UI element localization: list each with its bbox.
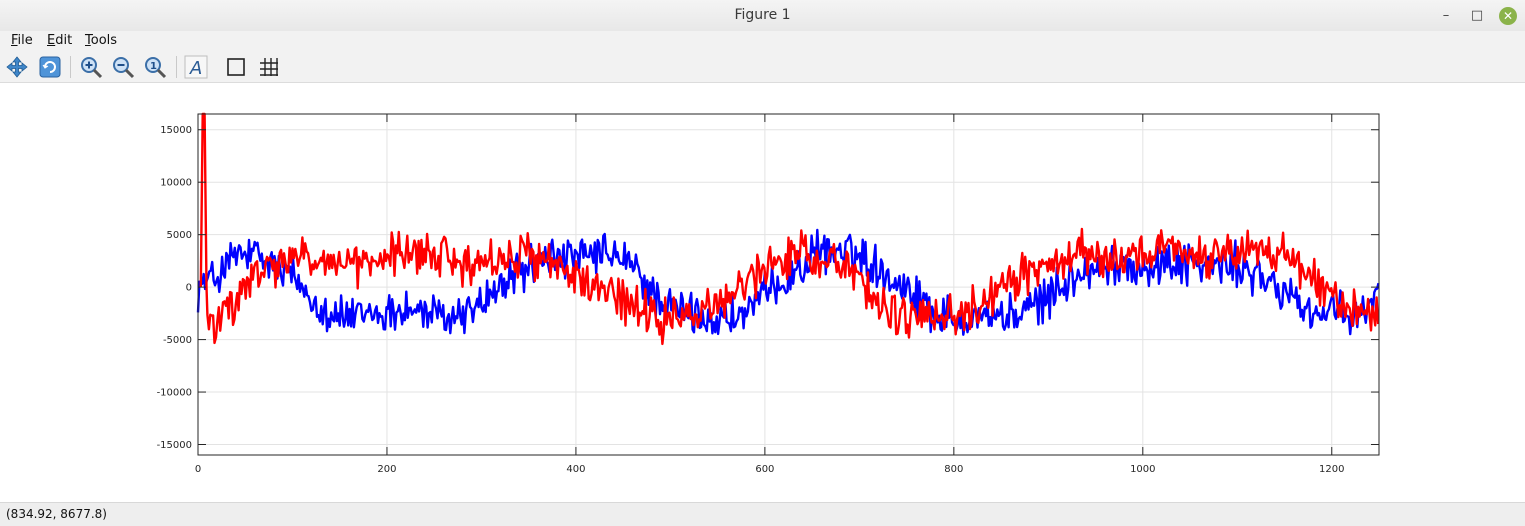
- menu-bar: File Edit Tools: [0, 31, 1525, 51]
- window-title: Figure 1: [734, 7, 791, 23]
- line-chart[interactable]: 0 200 400 600 800 1000 1200 -15000 -10000 -5000 0 5…: [0, 83, 1525, 502]
- toolbar: 1 A: [0, 51, 1525, 83]
- y-tick-label: 0: [186, 283, 192, 294]
- window-titlebar: Figure 1 – □ ✕: [0, 0, 1525, 32]
- y-tick-label: -10000: [157, 388, 192, 399]
- chart-series: [196, 112, 1380, 346]
- toolbar-separator: [70, 56, 71, 78]
- x-tick-label: 1000: [1130, 464, 1155, 475]
- x-tick-label: 200: [377, 464, 396, 475]
- x-tick-label: 1200: [1319, 464, 1344, 475]
- menu-file[interactable]: File: [11, 33, 33, 48]
- maximize-button[interactable]: □: [1470, 8, 1484, 23]
- series-line-2: [199, 112, 1380, 346]
- x-tick-label: 800: [944, 464, 963, 475]
- pan-icon[interactable]: [4, 54, 30, 80]
- cursor-coordinates: (834.92, 8677.8): [6, 507, 107, 521]
- y-tick-label: 5000: [167, 230, 192, 241]
- x-tick-label: 400: [566, 464, 585, 475]
- chart-ticks: 0 200 400 600 800 1000 1200 -15000 -10000 -5000 0 5…: [157, 114, 1379, 475]
- y-tick-label: 15000: [160, 125, 192, 136]
- plot-frame: [197, 113, 1380, 456]
- toolbar-separator: [176, 56, 177, 78]
- text-icon[interactable]: A: [183, 54, 209, 80]
- menu-tools[interactable]: Tools: [85, 33, 118, 48]
- x-tick-label: 600: [755, 464, 774, 475]
- minimize-button[interactable]: –: [1442, 8, 1450, 23]
- box-icon[interactable]: [223, 54, 249, 80]
- svg-text:A: A: [189, 58, 202, 79]
- svg-text:1: 1: [150, 61, 157, 72]
- zoom-in-icon[interactable]: [78, 54, 104, 80]
- rotate-icon[interactable]: [37, 54, 63, 80]
- y-tick-label: -5000: [163, 335, 192, 346]
- menu-edit[interactable]: Edit: [47, 33, 73, 48]
- zoom-reset-icon[interactable]: 1: [142, 54, 168, 80]
- grid-icon[interactable]: [256, 54, 282, 80]
- zoom-out-icon[interactable]: [110, 54, 136, 80]
- close-button[interactable]: ✕: [1499, 7, 1517, 25]
- y-tick-label: 10000: [160, 178, 192, 189]
- y-tick-label: -15000: [157, 440, 192, 451]
- x-tick-label: 0: [195, 464, 201, 475]
- figure-canvas[interactable]: 0 200 400 600 800 1000 1200 -15000 -10000 -5000 0 5…: [0, 83, 1525, 502]
- status-bar: (834.92, 8677.8): [0, 502, 1525, 526]
